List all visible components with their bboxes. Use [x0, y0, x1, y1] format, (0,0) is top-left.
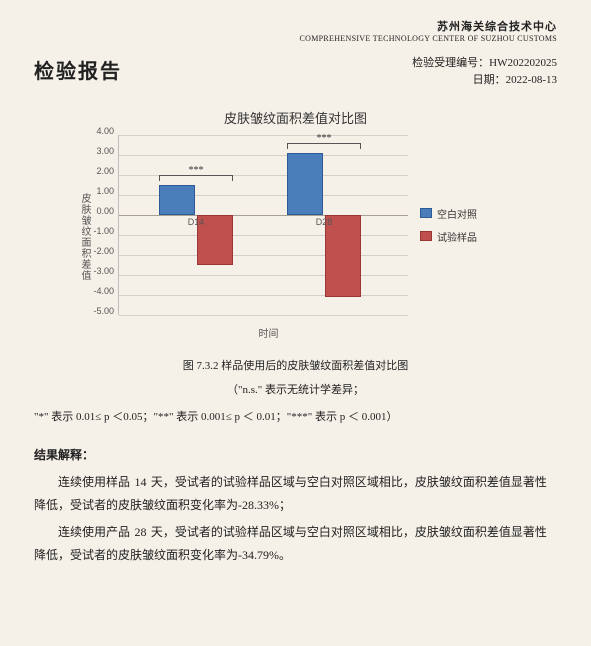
grid-line [119, 255, 408, 256]
accept-no-label: 检验受理编号： [412, 57, 489, 69]
figure-caption: 图 7.3.2 样品使用后的皮肤皱纹面积差值对比图 （"n.s." 表示无统计学… [34, 354, 557, 402]
chart-area: 皮肤皱纹面积差值对比图 皮肤皱纹面积差值 4.00 3.00 2.00 1.00… [76, 108, 516, 340]
legend-item: 试验样品 [420, 229, 498, 244]
legend-swatch-icon [420, 231, 432, 241]
chart-title: 皮肤皱纹面积差值对比图 [76, 108, 516, 127]
bar-control-d28 [287, 153, 323, 215]
title-row: 检验报告 检验受理编号：HW202202025 日期：2022-08-13 [34, 55, 557, 90]
org-header: 苏州海关综合技术中心 COMPREHENSIVE TECHNOLOGY CENT… [34, 20, 557, 45]
results-paragraph: 连续使用样品 14 天，受试者的试验样品区域与空白对照区域相比，皮肤皱纹面积差值… [34, 471, 557, 517]
legend-label: 空白对照 [437, 206, 477, 221]
grid-line [119, 295, 408, 296]
grid-line [119, 155, 408, 156]
date-value: 2022-08-13 [506, 74, 557, 86]
bar-control-d14 [159, 185, 195, 215]
bar-sample-d28 [325, 215, 361, 297]
figure-number: 图 7.3.2 样品使用后的皮肤皱纹面积差值对比图 [34, 354, 557, 378]
org-name-en: COMPREHENSIVE TECHNOLOGY CENTER OF SUZHO… [34, 34, 557, 44]
legend-swatch-icon [420, 208, 432, 218]
org-name-cn: 苏州海关综合技术中心 [34, 20, 557, 34]
accept-no-value: HW202202025 [489, 57, 557, 69]
report-title: 检验报告 [34, 55, 122, 84]
accept-no-line: 检验受理编号：HW202202025 [412, 55, 557, 73]
plot-area: D14 D28 *** *** [118, 135, 408, 315]
chart-legend: 空白对照 试验样品 [408, 135, 498, 315]
grid-line [119, 135, 408, 136]
category-label: D28 [309, 217, 339, 227]
report-page: 苏州海关综合技术中心 COMPREHENSIVE TECHNOLOGY CENT… [0, 0, 591, 590]
grid-line [119, 235, 408, 236]
significance-legend-text: "*" 表示 0.01≤ p ＜0.05；"**" 表示 0.001≤ p ＜ … [34, 406, 557, 428]
results-heading: 结果解释： [34, 446, 557, 463]
legend-item: 空白对照 [420, 206, 498, 221]
legend-label: 试验样品 [437, 229, 477, 244]
y-ticks: 4.00 3.00 2.00 1.00 0.00 -1.00 -2.00 -3.… [94, 135, 119, 315]
chart-frame: 皮肤皱纹面积差值 4.00 3.00 2.00 1.00 0.00 -1.00 … [76, 135, 516, 340]
zero-line [119, 215, 408, 216]
significance-marker: *** [159, 165, 233, 176]
grid-line [119, 275, 408, 276]
y-axis-label: 皮肤皱纹面积差值 [77, 193, 92, 281]
plot-row: 4.00 3.00 2.00 1.00 0.00 -1.00 -2.00 -3.… [94, 135, 499, 315]
date-label: 日期： [473, 74, 506, 86]
results-paragraph: 连续使用产品 28 天，受试者的试验样品区域与空白对照区域相比，皮肤皱纹面积差值… [34, 521, 557, 567]
report-meta: 检验受理编号：HW202202025 日期：2022-08-13 [412, 55, 557, 90]
caption-ns-note: （"n.s." 表示无统计学差异； [34, 378, 557, 402]
plot-column: 4.00 3.00 2.00 1.00 0.00 -1.00 -2.00 -3.… [94, 135, 499, 340]
category-label: D14 [181, 217, 211, 227]
date-line: 日期：2022-08-13 [412, 72, 557, 90]
significance-marker: *** [287, 133, 361, 144]
y-label-wrap: 皮肤皱纹面积差值 [76, 135, 94, 340]
grid-line [119, 315, 408, 316]
x-axis-label: 时间 [124, 325, 414, 340]
